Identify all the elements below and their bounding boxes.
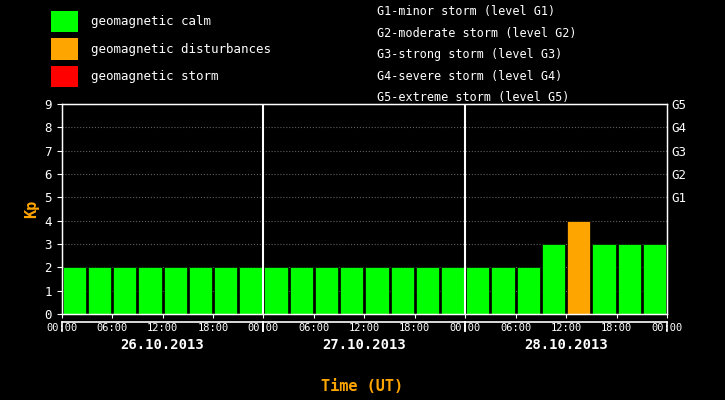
Bar bbox=[51, 11, 78, 32]
Text: G3-strong storm (level G3): G3-strong storm (level G3) bbox=[377, 48, 563, 61]
Bar bbox=[62, 267, 86, 314]
Text: G2-moderate storm (level G2): G2-moderate storm (level G2) bbox=[377, 27, 576, 40]
Bar bbox=[592, 244, 616, 314]
Bar bbox=[51, 66, 78, 87]
Text: 28.10.2013: 28.10.2013 bbox=[524, 338, 608, 352]
Bar bbox=[239, 267, 262, 314]
Bar bbox=[542, 244, 565, 314]
Bar bbox=[188, 267, 212, 314]
Text: 27.10.2013: 27.10.2013 bbox=[323, 338, 406, 352]
Bar bbox=[441, 267, 464, 314]
Bar bbox=[618, 244, 641, 314]
Bar bbox=[113, 267, 136, 314]
Bar bbox=[391, 267, 414, 314]
Bar bbox=[517, 267, 540, 314]
Bar bbox=[290, 267, 313, 314]
Bar bbox=[365, 267, 389, 314]
Y-axis label: Kp: Kp bbox=[24, 200, 39, 218]
Bar bbox=[492, 267, 515, 314]
Text: G1-minor storm (level G1): G1-minor storm (level G1) bbox=[377, 5, 555, 18]
Bar bbox=[164, 267, 187, 314]
Bar bbox=[138, 267, 162, 314]
Text: 26.10.2013: 26.10.2013 bbox=[120, 338, 204, 352]
Bar bbox=[415, 267, 439, 314]
Bar bbox=[88, 267, 111, 314]
Bar bbox=[214, 267, 237, 314]
Bar bbox=[567, 221, 590, 314]
Text: Time (UT): Time (UT) bbox=[321, 379, 404, 394]
Bar bbox=[51, 38, 78, 60]
Text: geomagnetic calm: geomagnetic calm bbox=[91, 15, 211, 28]
Text: G5-extreme storm (level G5): G5-extreme storm (level G5) bbox=[377, 92, 569, 104]
Bar bbox=[265, 267, 288, 314]
Text: geomagnetic disturbances: geomagnetic disturbances bbox=[91, 42, 270, 56]
Bar bbox=[466, 267, 489, 314]
Text: G4-severe storm (level G4): G4-severe storm (level G4) bbox=[377, 70, 563, 83]
Text: geomagnetic storm: geomagnetic storm bbox=[91, 70, 218, 83]
Bar bbox=[315, 267, 338, 314]
Bar bbox=[643, 244, 666, 314]
Bar bbox=[340, 267, 363, 314]
